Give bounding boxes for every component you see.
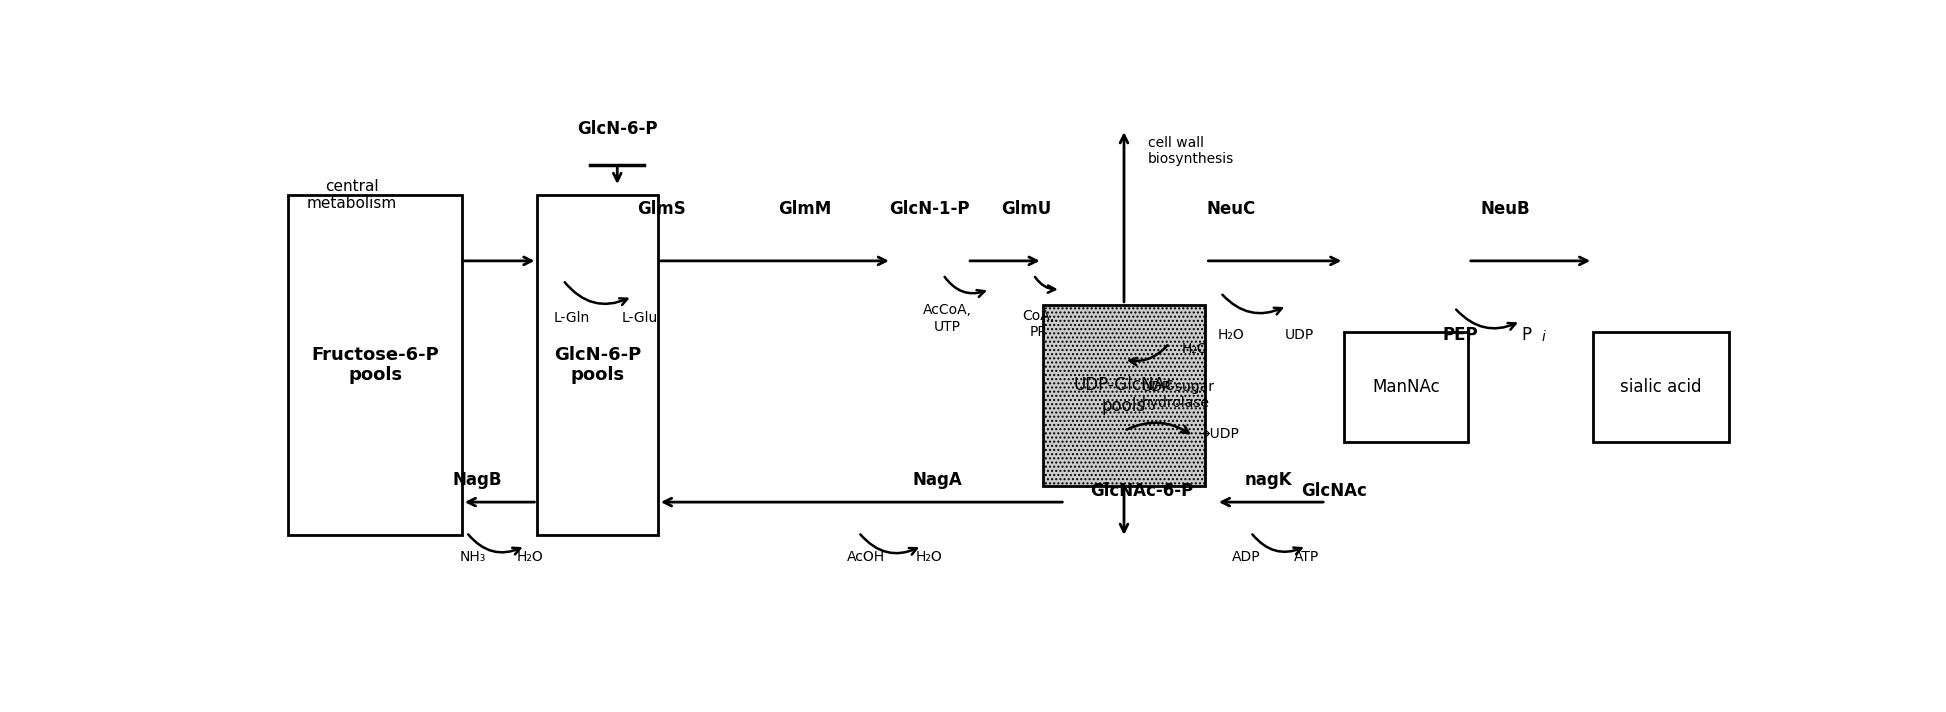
Bar (1345, 332, 1467, 441)
Text: ATP: ATP (1294, 550, 1319, 564)
Text: L-Gln: L-Gln (555, 311, 590, 325)
Text: UDP-GlcNAc
pools: UDP-GlcNAc pools (1074, 376, 1173, 414)
Text: GlcNAc: GlcNAc (1300, 482, 1366, 500)
Text: NH₃: NH₃ (459, 550, 486, 564)
Bar (288, 195, 461, 535)
Text: GlcN-6-P: GlcN-6-P (578, 120, 658, 138)
Text: H₂O: H₂O (1218, 328, 1243, 342)
Text: central
metabolism: central metabolism (307, 179, 397, 211)
Bar (1043, 305, 1205, 486)
Text: H₂O: H₂O (516, 550, 543, 564)
Text: NeuC: NeuC (1207, 200, 1255, 218)
Text: AcOH: AcOH (847, 550, 885, 564)
Text: NagA: NagA (913, 471, 961, 489)
Text: Fructose-6-P
pools: Fructose-6-P pools (311, 345, 440, 384)
Text: UDP: UDP (1284, 328, 1314, 342)
Text: nagK: nagK (1245, 471, 1292, 489)
Text: sialic acid: sialic acid (1621, 378, 1701, 396)
Text: GlmM: GlmM (778, 200, 831, 218)
Text: ManNAc: ManNAc (1372, 378, 1440, 396)
Bar (1594, 332, 1728, 441)
Text: cell wall
biosynthesis: cell wall biosynthesis (1148, 136, 1234, 167)
Text: H₂O: H₂O (1181, 342, 1208, 355)
Text: NagB: NagB (451, 471, 502, 489)
Text: AcCoA,
UTP: AcCoA, UTP (922, 303, 973, 333)
Text: GlmU: GlmU (1000, 200, 1051, 218)
Text: ADP: ADP (1232, 550, 1261, 564)
Text: UDP-sugar
hydrolase: UDP-sugar hydrolase (1142, 380, 1214, 410)
Text: P: P (1522, 326, 1532, 344)
Text: NeuB: NeuB (1481, 200, 1530, 218)
Text: GlcNAc-6-P: GlcNAc-6-P (1090, 482, 1193, 500)
Text: GlmS: GlmS (636, 200, 685, 218)
Text: GlcN-6-P
pools: GlcN-6-P pools (555, 345, 642, 384)
Text: CoA,
PP: CoA, PP (1022, 309, 1055, 339)
Text: i: i (1541, 330, 1545, 343)
Text: L-Glu: L-Glu (623, 311, 658, 325)
Text: PEP: PEP (1442, 326, 1479, 344)
Text: GlcN-1-P: GlcN-1-P (889, 200, 969, 218)
Text: H₂O: H₂O (917, 550, 942, 564)
Text: →UDP: →UDP (1199, 426, 1240, 441)
Bar (537, 195, 658, 535)
